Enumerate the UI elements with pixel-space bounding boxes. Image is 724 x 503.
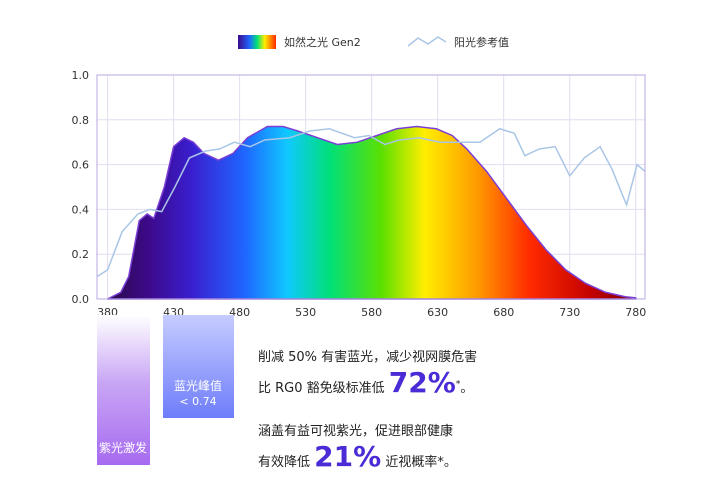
y-tick-label: 0.4 [72,203,90,216]
box-label: 紫光激发 [99,440,147,455]
legend-swatch [238,35,276,49]
reference-line [96,127,646,278]
highlight: 72% [388,366,456,399]
x-tick-label: 630 [427,306,448,319]
claim-end: 。 [460,381,474,396]
box-sub: < 0.74 [179,395,216,408]
y-tick-label: 1.0 [72,69,90,82]
claim-text: 削减 50% 有害蓝光，减少视网膜危害 [258,350,478,365]
box-label: 蓝光峰值 [174,378,222,393]
blue-box [163,315,234,418]
claim: 比 RG0 豁免级标准低 72%*。 [258,366,473,399]
x-tick-label: 580 [361,306,382,319]
legend-swatch [407,36,447,47]
plot-frame [96,74,646,300]
legend-label: 阳光参考值 [454,35,509,49]
y-tick-label: 0.2 [72,248,90,261]
footnote-mark: * [455,379,461,390]
spectrum-area [107,125,637,300]
x-tick-label: 530 [295,306,316,319]
x-tick-label: 680 [493,306,514,319]
claim: 涵盖有益可视紫光，促进眼部健康 [258,420,453,439]
x-tick-label: 480 [229,306,250,319]
legend-label: 如然之光 Gen2 [284,35,361,49]
y-tick-label: 0.0 [72,293,90,306]
x-tick-label: 730 [559,306,580,319]
y-tick-label: 0.8 [72,114,90,127]
x-tick-label: 780 [625,306,646,319]
highlight: 21% [314,440,382,473]
claim-text: 有效降低 [258,455,311,470]
y-tick-label: 0.6 [72,159,90,172]
claim-text: 涵盖有益可视紫光，促进眼部健康 [258,424,454,439]
claim-text: 比 RG0 豁免级标准低 [258,381,385,396]
claim-end: 近视概率*。 [385,455,457,470]
violet-box [97,315,150,465]
claim: 有效降低 21% 近视概率*。 [258,440,457,473]
claim: 削减 50% 有害蓝光，减少视网膜危害 [258,346,477,365]
